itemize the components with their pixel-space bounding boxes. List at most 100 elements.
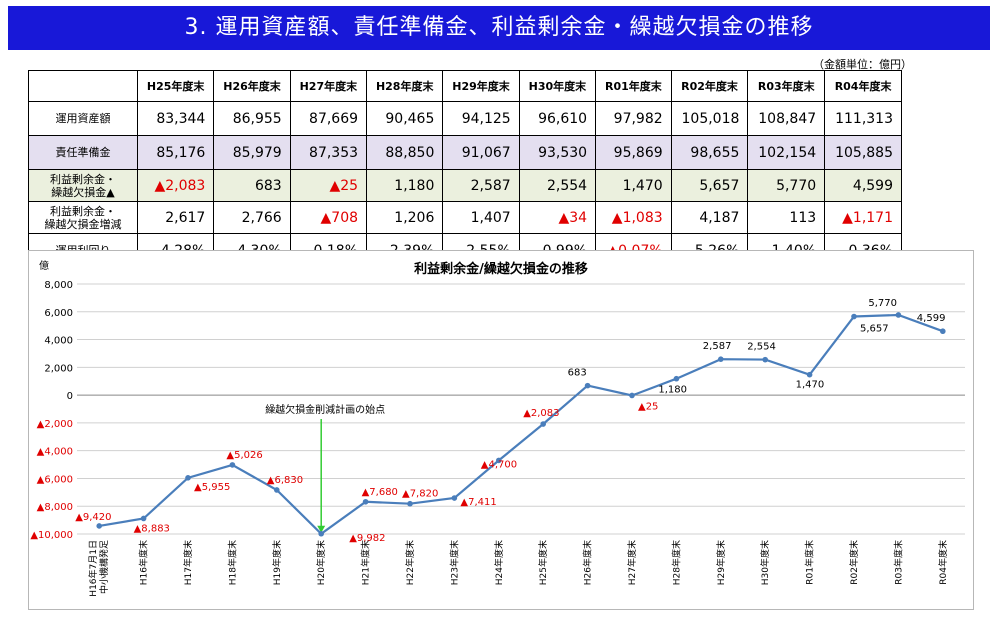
chart-title: 利益剰余金/繰越欠損金の推移 <box>414 261 588 277</box>
data-label: 1,180 <box>658 385 687 396</box>
x-tick-label: R01年度末 <box>804 540 816 585</box>
x-tick-label: R03年度末 <box>892 540 904 585</box>
table-cell: 2,587 <box>442 169 520 202</box>
table-cell: 5,770 <box>747 169 826 202</box>
data-label: ▲25 <box>638 401 658 412</box>
data-label: ▲2,083 <box>523 408 559 419</box>
table-header-row: H25年度末 H26年度末 H27年度末 H28年度末 H29年度末 H30年度… <box>28 70 902 102</box>
data-label: ▲7,411 <box>460 497 496 508</box>
y-tick-label: 6,000 <box>44 308 73 319</box>
table-cell: 91,067 <box>442 135 520 170</box>
x-tick-label: H23年度末 <box>448 540 460 585</box>
x-tick-label: R04年度末 <box>937 540 949 585</box>
y-tick-label: ▲8,000 <box>37 502 73 513</box>
table-cell: 1,180 <box>366 169 444 202</box>
table-cell: 111,313 <box>824 101 902 136</box>
data-label: ▲8,883 <box>134 523 170 534</box>
table-cell: 683 <box>213 169 291 202</box>
table-cell: 98,655 <box>670 135 749 170</box>
data-label: ▲7,820 <box>402 489 438 500</box>
table-row: 運用資産額 83,344 86,955 87,669 90,465 94,125 96,61… <box>28 101 902 136</box>
x-tick-label: H22年度末 <box>404 540 416 585</box>
x-tick-label: H27年度末 <box>626 540 638 585</box>
x-tick-label: H20年度末 <box>315 540 327 585</box>
data-point <box>407 500 413 507</box>
data-point <box>629 392 635 399</box>
data-point <box>185 475 191 481</box>
y-tick-label: ▲4,000 <box>37 447 73 458</box>
y-axis-label: 億 <box>39 259 49 272</box>
data-label: 2,554 <box>747 342 776 353</box>
x-tick-label: H21年度末 <box>360 540 372 585</box>
data-point <box>362 498 369 505</box>
x-tick-label: H29年度末 <box>715 540 727 585</box>
data-label: ▲9,982 <box>349 533 385 544</box>
table-cell: ▲25 <box>289 169 368 202</box>
unit-note: （金額単位：億円） <box>813 58 912 71</box>
column-header: H27年度末 <box>289 70 368 102</box>
annotation-label: 繰越欠損金削減計画の始点 <box>265 403 385 416</box>
table-cell: 93,530 <box>518 135 597 170</box>
table-row: 責任準備金 85,176 85,979 87,353 88,850 91,067 93,53… <box>28 135 902 170</box>
data-label: 683 <box>568 368 587 379</box>
row-label: 利益剰余金・ 繰越欠損金▲ <box>28 169 138 202</box>
table-cell: 1,407 <box>442 201 520 234</box>
row-label: 運用資産額 <box>28 101 138 136</box>
x-tick-label: H18年度末 <box>226 540 238 585</box>
data-point <box>940 328 946 335</box>
x-tick-label: H28年度末 <box>670 540 682 585</box>
x-tick-label: H16年度末 <box>138 540 150 585</box>
y-tick-label: ▲10,000 <box>30 530 73 541</box>
table-row: 利益剰余金・ 繰越欠損金▲ ▲2,083 683 ▲25 1,180 2,587 2,554… <box>28 169 902 202</box>
data-label: 2,587 <box>703 341 732 352</box>
x-tick-label: H26年度末 <box>582 540 594 585</box>
y-tick-label: 2,000 <box>44 363 73 374</box>
data-point <box>851 313 857 320</box>
data-point <box>229 462 236 468</box>
data-point <box>540 421 546 427</box>
table-cell: 4,187 <box>670 201 749 234</box>
table-cell: 85,176 <box>136 135 215 170</box>
table-cell: 87,353 <box>289 135 368 170</box>
table-cell: 5,657 <box>670 169 749 202</box>
data-label: 5,657 <box>860 324 889 335</box>
table-cell: ▲1,171 <box>824 201 902 234</box>
data-point <box>584 382 591 389</box>
annotation-arrowhead <box>317 525 326 533</box>
column-header: R03年度末 <box>747 70 826 102</box>
data-label: ▲9,420 <box>75 512 111 523</box>
table-row: 利益剰余金・ 繰越欠損金増減 2,617 2,766 ▲708 1,206 1,407 ▲3… <box>28 201 902 234</box>
series-line <box>99 313 944 536</box>
data-label: ▲5,026 <box>226 450 262 461</box>
chart-container: 8,000 6,000 4,000 2,000 0 ▲2,000 ▲4,000 ▲6,000 ▲… <box>28 250 974 610</box>
table-cell: 4,599 <box>824 169 902 202</box>
table-cell: 86,955 <box>213 101 291 136</box>
table-cell: 85,979 <box>213 135 291 170</box>
data-label: ▲6,830 <box>267 475 303 486</box>
column-header: H28年度末 <box>366 70 444 102</box>
table-cell: ▲2,083 <box>136 169 215 202</box>
page-title: 3. 運用資産額、責任準備金、利益剰余金・繰越欠損金の推移 <box>8 6 990 50</box>
x-tick-label: R02年度末 <box>848 540 860 585</box>
x-tick-label: H24年度末 <box>493 540 505 585</box>
y-tick-label: 0 <box>67 391 73 402</box>
table-cell: 97,982 <box>595 101 672 136</box>
data-label: ▲4,700 <box>481 459 517 470</box>
column-header: R04年度末 <box>824 70 902 102</box>
column-header: H26年度末 <box>213 70 291 102</box>
table-cell: 95,869 <box>595 135 672 170</box>
table-cell: 83,344 <box>136 101 215 136</box>
data-label: ▲5,955 <box>194 482 230 493</box>
table-cell: 87,669 <box>289 101 368 136</box>
data-point <box>96 523 102 529</box>
data-point <box>496 457 502 464</box>
table-cell: 88,850 <box>366 135 444 170</box>
x-tick-label: H16年7月1日中小機構発足 <box>87 540 110 597</box>
data-point <box>673 375 680 382</box>
y-tick-label: 8,000 <box>44 280 73 291</box>
data-point <box>718 356 724 362</box>
data-point <box>451 495 458 501</box>
table-cell: 105,018 <box>670 101 749 136</box>
data-label: 1,470 <box>796 380 825 391</box>
table-cell: 108,847 <box>747 101 826 136</box>
